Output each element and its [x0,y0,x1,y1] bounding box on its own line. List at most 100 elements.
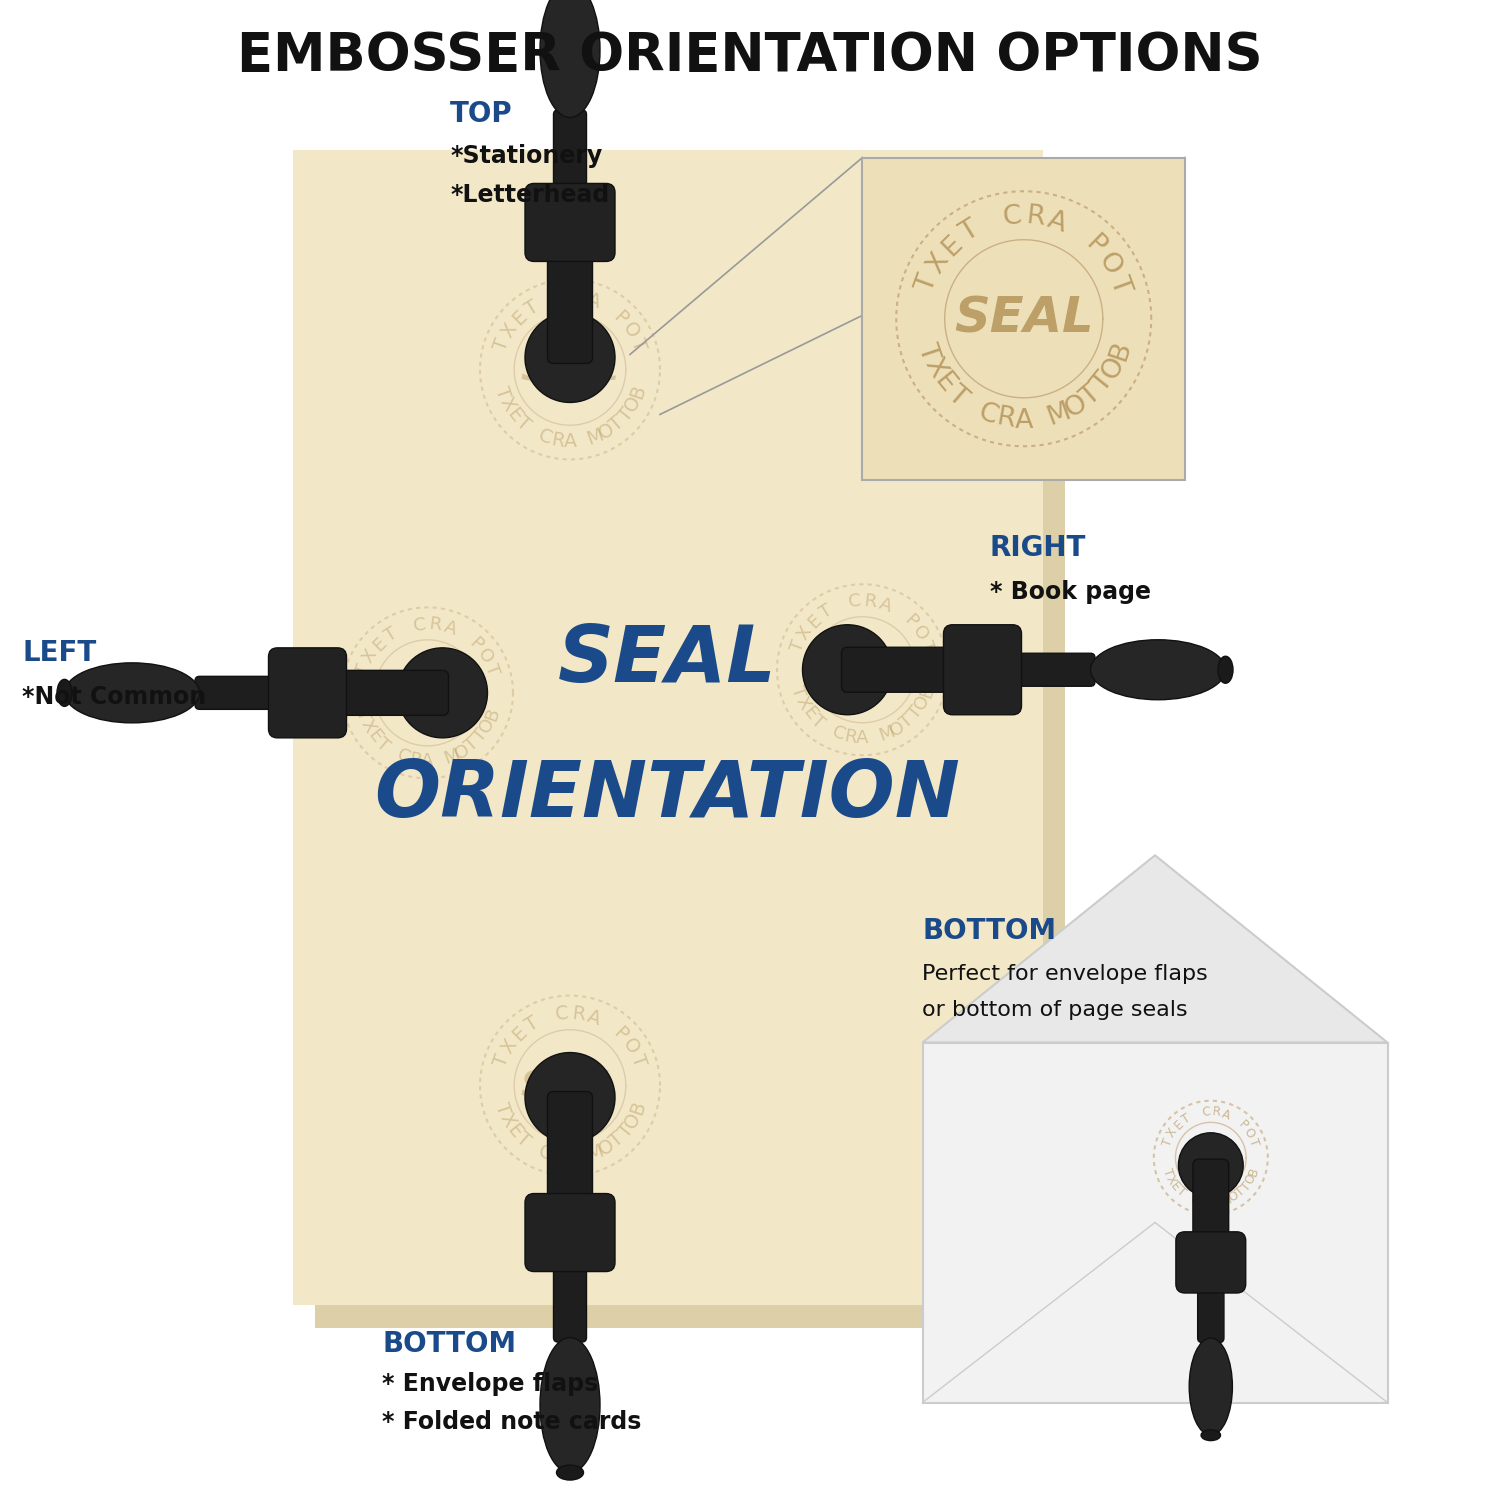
Text: P: P [900,610,921,632]
Text: *Stationery: *Stationery [450,144,602,168]
Text: M: M [876,723,897,746]
Text: P: P [610,1023,632,1046]
Text: C: C [536,1142,555,1164]
Text: E: E [928,368,960,398]
Text: T: T [490,384,513,400]
Text: C: C [555,1004,570,1025]
Text: SEAL: SEAL [1179,1148,1242,1167]
FancyBboxPatch shape [324,670,448,716]
Text: X: X [495,1110,519,1131]
FancyBboxPatch shape [525,1194,615,1272]
Text: X: X [358,646,381,666]
Text: X: X [922,249,954,279]
Text: X: X [498,1036,520,1058]
Text: T: T [788,638,808,656]
FancyBboxPatch shape [922,1042,1388,1403]
Text: M: M [1220,1192,1234,1209]
Text: SEAL: SEAL [381,676,474,710]
Text: R: R [427,615,442,634]
Text: B: B [482,706,502,723]
Text: T: T [942,381,972,411]
Ellipse shape [1090,639,1226,699]
Text: T: T [352,662,374,678]
Text: O: O [1227,1190,1242,1204]
Text: T: T [615,1120,638,1142]
Text: C: C [1202,1106,1210,1119]
Text: M: M [441,746,462,768]
Text: E: E [804,610,825,632]
Text: X: X [794,622,816,644]
Text: T: T [492,336,513,354]
Text: SEAL: SEAL [558,622,777,698]
Ellipse shape [802,624,892,714]
Text: X: X [495,394,519,414]
Text: T: T [522,297,542,320]
Text: T: T [372,734,393,754]
Ellipse shape [556,1466,584,1480]
Text: O: O [909,622,932,644]
Text: R: R [1210,1106,1221,1119]
Text: R: R [549,430,566,451]
Text: A: A [564,432,576,451]
Text: M: M [584,1142,606,1166]
Ellipse shape [540,0,600,117]
Text: T: T [956,216,984,248]
Text: T: T [914,272,944,297]
FancyBboxPatch shape [554,1251,586,1342]
Text: O: O [476,716,500,736]
Text: T: T [462,734,483,754]
Text: C: C [1188,1192,1202,1208]
Text: T: T [490,1100,513,1118]
Text: T: T [1104,272,1134,297]
FancyBboxPatch shape [842,646,966,692]
Ellipse shape [1190,1338,1233,1436]
Text: X: X [792,693,813,712]
Text: C: C [1002,204,1023,231]
Text: E: E [509,1023,531,1046]
Text: E: E [800,702,820,723]
Text: RIGHT: RIGHT [990,534,1086,562]
Text: T: T [1239,1179,1254,1194]
Text: T: T [904,704,926,723]
Text: *Letterhead: *Letterhead [450,183,609,207]
Text: T: T [522,1013,542,1035]
Text: C: C [394,747,412,768]
Text: O: O [596,1136,618,1160]
Text: SEAL: SEAL [954,294,1094,342]
Text: O: O [596,420,618,444]
Text: * Envelope flaps: * Envelope flaps [382,1372,598,1396]
FancyBboxPatch shape [548,238,592,363]
Text: T: T [818,602,836,622]
Text: O: O [886,717,908,740]
Text: SEAL: SEAL [816,654,909,686]
Text: O: O [910,692,934,714]
Text: T: T [1233,1185,1248,1200]
Text: C: C [413,615,428,634]
Text: X: X [357,716,378,735]
Text: A: A [585,291,603,312]
Ellipse shape [398,648,488,738]
Text: M: M [584,424,606,448]
Text: T: T [606,413,627,435]
Text: P: P [1080,231,1110,261]
FancyBboxPatch shape [1176,1232,1245,1293]
Text: E: E [1172,1118,1186,1132]
Text: T: T [1088,369,1119,398]
Text: T: T [788,684,808,700]
Text: R: R [843,728,858,747]
Text: ORIENTATION: ORIENTATION [375,758,960,833]
Text: A: A [564,1148,576,1167]
Text: T: T [912,339,942,363]
Text: A: A [876,594,894,615]
Text: R: R [1024,204,1045,231]
Text: T: T [897,711,918,732]
Text: C: C [975,399,1002,430]
Text: A: A [585,1007,603,1029]
Text: T: T [916,638,938,656]
Text: C: C [536,426,555,448]
Text: P: P [465,634,486,654]
Text: X: X [1164,1126,1180,1140]
Text: O: O [474,645,496,668]
Text: T: T [1160,1167,1174,1178]
Text: O: O [1060,390,1092,423]
